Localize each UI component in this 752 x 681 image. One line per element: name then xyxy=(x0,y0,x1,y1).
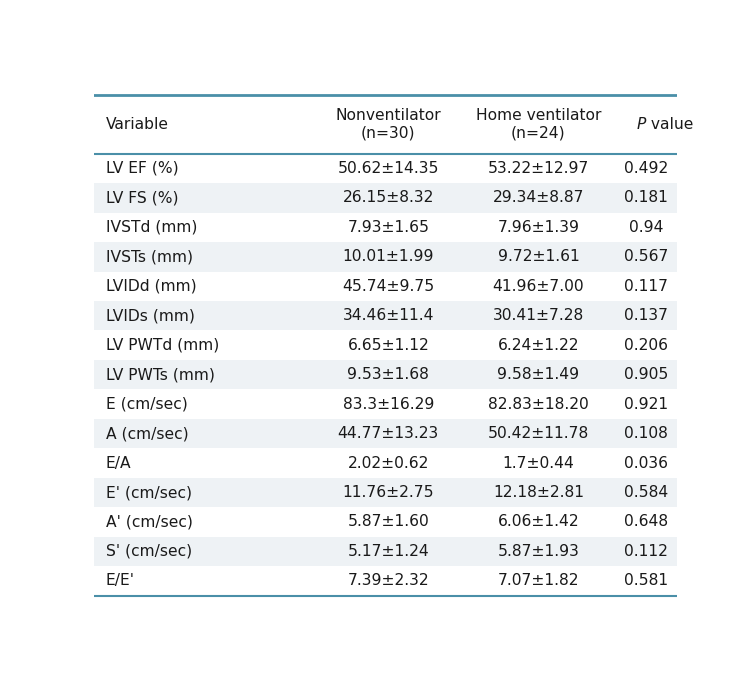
Text: 50.42±11.78: 50.42±11.78 xyxy=(488,426,589,441)
Text: LVIDs (mm): LVIDs (mm) xyxy=(105,308,195,323)
Text: 50.62±14.35: 50.62±14.35 xyxy=(338,161,439,176)
Text: IVSTs (mm): IVSTs (mm) xyxy=(105,249,193,264)
Text: 0.108: 0.108 xyxy=(624,426,668,441)
Text: 0.648: 0.648 xyxy=(624,514,669,529)
Text: E (cm/sec): E (cm/sec) xyxy=(105,396,187,411)
Text: 5.87±1.60: 5.87±1.60 xyxy=(347,514,429,529)
Text: LV FS (%): LV FS (%) xyxy=(105,191,178,206)
Text: 0.567: 0.567 xyxy=(624,249,669,264)
Text: 30.41±7.28: 30.41±7.28 xyxy=(493,308,584,323)
Text: 83.3±16.29: 83.3±16.29 xyxy=(343,396,434,411)
Bar xyxy=(94,242,677,272)
Text: value: value xyxy=(646,116,693,132)
Text: 82.83±18.20: 82.83±18.20 xyxy=(488,396,589,411)
Bar xyxy=(94,183,677,212)
Text: 6.65±1.12: 6.65±1.12 xyxy=(347,338,429,353)
Text: A' (cm/sec): A' (cm/sec) xyxy=(105,514,193,529)
Text: 6.06±1.42: 6.06±1.42 xyxy=(498,514,579,529)
Text: 41.96±7.00: 41.96±7.00 xyxy=(493,279,584,294)
Text: 0.206: 0.206 xyxy=(624,338,669,353)
Bar xyxy=(94,478,677,507)
Text: Variable: Variable xyxy=(105,116,168,132)
Text: 7.96±1.39: 7.96±1.39 xyxy=(497,220,579,235)
Text: 9.53±1.68: 9.53±1.68 xyxy=(347,367,429,382)
Text: E/A: E/A xyxy=(105,456,132,471)
Text: IVSTd (mm): IVSTd (mm) xyxy=(105,220,197,235)
Text: 5.87±1.93: 5.87±1.93 xyxy=(497,544,579,559)
Bar xyxy=(94,537,677,566)
Text: E/E': E/E' xyxy=(105,573,135,588)
Text: 0.581: 0.581 xyxy=(624,573,669,588)
Text: 0.584: 0.584 xyxy=(624,485,669,500)
Text: 0.181: 0.181 xyxy=(624,191,668,206)
Text: E' (cm/sec): E' (cm/sec) xyxy=(105,485,192,500)
Text: LVIDd (mm): LVIDd (mm) xyxy=(105,279,196,294)
Text: 10.01±1.99: 10.01±1.99 xyxy=(343,249,434,264)
Text: 7.93±1.65: 7.93±1.65 xyxy=(347,220,429,235)
Text: 0.921: 0.921 xyxy=(624,396,669,411)
Text: 34.46±11.4: 34.46±11.4 xyxy=(343,308,434,323)
Bar xyxy=(94,301,677,330)
Text: LV PWTd (mm): LV PWTd (mm) xyxy=(105,338,219,353)
Text: 9.72±1.61: 9.72±1.61 xyxy=(498,249,579,264)
Text: 53.22±12.97: 53.22±12.97 xyxy=(488,161,589,176)
Text: 12.18±2.81: 12.18±2.81 xyxy=(493,485,584,500)
Text: 45.74±9.75: 45.74±9.75 xyxy=(342,279,435,294)
Text: A (cm/sec): A (cm/sec) xyxy=(105,426,188,441)
Text: 7.07±1.82: 7.07±1.82 xyxy=(498,573,579,588)
Text: LV EF (%): LV EF (%) xyxy=(105,161,178,176)
Text: 5.17±1.24: 5.17±1.24 xyxy=(347,544,429,559)
Bar xyxy=(94,360,677,390)
Text: LV PWTs (mm): LV PWTs (mm) xyxy=(105,367,214,382)
Text: 1.7±0.44: 1.7±0.44 xyxy=(502,456,575,471)
Text: 0.94: 0.94 xyxy=(629,220,663,235)
Text: 9.58±1.49: 9.58±1.49 xyxy=(497,367,580,382)
Text: 0.905: 0.905 xyxy=(624,367,669,382)
Text: S' (cm/sec): S' (cm/sec) xyxy=(105,544,192,559)
Text: 2.02±0.62: 2.02±0.62 xyxy=(347,456,429,471)
Text: P: P xyxy=(637,116,646,132)
Text: 0.112: 0.112 xyxy=(624,544,668,559)
Text: 0.137: 0.137 xyxy=(624,308,669,323)
Text: 6.24±1.22: 6.24±1.22 xyxy=(498,338,579,353)
Text: 0.036: 0.036 xyxy=(624,456,669,471)
Text: 7.39±2.32: 7.39±2.32 xyxy=(347,573,429,588)
Text: Nonventilator
(n=30): Nonventilator (n=30) xyxy=(335,108,441,140)
Text: 0.117: 0.117 xyxy=(624,279,669,294)
Text: 11.76±2.75: 11.76±2.75 xyxy=(342,485,434,500)
Text: Home ventilator
(n=24): Home ventilator (n=24) xyxy=(476,108,601,140)
Text: 26.15±8.32: 26.15±8.32 xyxy=(343,191,434,206)
Text: 0.492: 0.492 xyxy=(624,161,669,176)
Bar xyxy=(94,419,677,448)
Text: 29.34±8.87: 29.34±8.87 xyxy=(493,191,584,206)
Text: 44.77±13.23: 44.77±13.23 xyxy=(338,426,439,441)
